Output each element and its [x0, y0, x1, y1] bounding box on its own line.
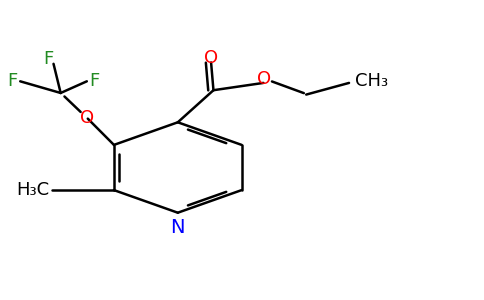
- Text: F: F: [8, 72, 18, 90]
- Text: H₃C: H₃C: [16, 181, 50, 199]
- Text: CH₃: CH₃: [355, 72, 388, 90]
- Text: F: F: [89, 72, 99, 90]
- Text: O: O: [80, 109, 94, 127]
- Text: O: O: [257, 70, 272, 88]
- Text: O: O: [204, 49, 218, 67]
- Text: F: F: [44, 50, 54, 68]
- Text: N: N: [170, 218, 185, 237]
